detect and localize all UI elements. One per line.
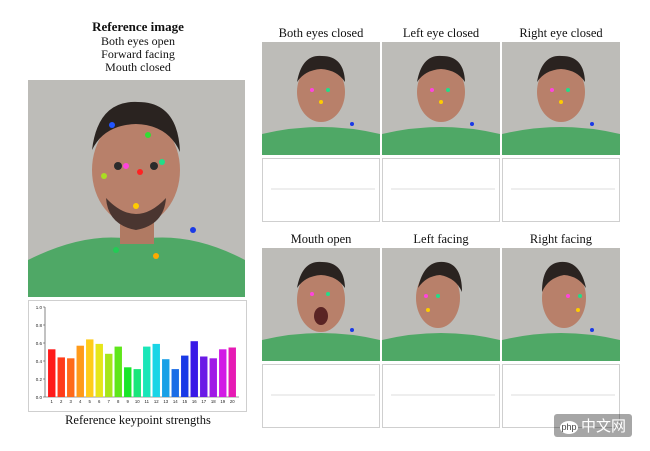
x-tick-label: 20 [230, 399, 235, 404]
bar-keypoint-1 [48, 349, 56, 397]
x-tick-label: 14 [173, 399, 178, 404]
y-tick-label: 0.6 [36, 341, 43, 346]
watermark-text: 中文网 [580, 418, 626, 435]
face-image-right-facing [502, 248, 620, 361]
panel-title-left-facing: Left facing [413, 232, 469, 246]
panel-title-both-eyes-closed: Both eyes closed [278, 26, 364, 40]
panel-title-left-eye-closed: Left eye closed [402, 26, 480, 40]
reference-condition-1: Both eyes open [101, 34, 175, 48]
x-tick-label: 1 [51, 399, 54, 404]
bar-keypoint-11 [143, 346, 151, 397]
x-tick-label: 15 [182, 399, 187, 404]
y-tick-label: 0.0 [36, 395, 43, 400]
x-tick-label: 18 [211, 399, 216, 404]
bar-keypoint-17 [200, 356, 208, 397]
reference-condition-3: Mouth closed [105, 60, 171, 74]
bar-keypoint-7 [105, 353, 113, 397]
bar-keypoint-6 [95, 343, 103, 397]
x-tick-label: 19 [220, 399, 225, 404]
x-tick-label: 9 [127, 399, 130, 404]
difference-chart-right-facing [502, 364, 620, 428]
bar-keypoint-19 [219, 349, 227, 397]
bar-keypoint-9 [124, 367, 132, 397]
reference-title: Reference image [92, 19, 184, 34]
difference-chart-right-eye-closed [502, 158, 620, 222]
x-tick-label: 4 [79, 399, 82, 404]
x-tick-label: 17 [201, 399, 206, 404]
watermark: php 中文网 [553, 414, 632, 437]
bar-keypoint-13 [162, 359, 170, 397]
y-tick-label: 1.0 [36, 305, 43, 310]
x-tick-label: 10 [135, 399, 140, 404]
face-image-left-facing [382, 248, 500, 361]
reference-condition-2: Forward facing [101, 47, 175, 61]
bar-keypoint-8 [114, 346, 122, 397]
difference-chart-left-facing [382, 364, 500, 428]
panel-title-right-facing: Right facing [529, 232, 593, 246]
y-tick-label: 0.4 [36, 359, 43, 364]
x-tick-label: 16 [192, 399, 197, 404]
bar-keypoint-18 [209, 358, 217, 397]
bar-keypoint-15 [181, 355, 189, 397]
bar-keypoint-5 [86, 339, 94, 397]
x-tick-label: 3 [70, 399, 73, 404]
panel-title-right-eye-closed: Right eye closed [519, 26, 603, 40]
reference-keypoint-chart: 0.0 0.2 0.4 0.6 0.8 1.0 1 2 3 4 5 6 7 8 9 10 11 12 13 14 15 1… [28, 300, 247, 412]
x-tick-label: 8 [117, 399, 120, 404]
bar-keypoint-14 [171, 369, 179, 397]
bar-keypoint-10 [133, 369, 141, 397]
difference-chart-left-eye-closed [382, 158, 500, 222]
face-image-right-eye-closed [502, 42, 620, 155]
panel-title-mouth-open: Mouth open [290, 232, 352, 246]
x-tick-label: 11 [145, 399, 150, 404]
reference-chart-caption: Reference keypoint strengths [65, 413, 211, 427]
bar-keypoint-20 [228, 347, 236, 397]
bar-keypoint-12 [152, 343, 160, 397]
x-tick-label: 5 [89, 399, 92, 404]
face-image-both-eyes-closed [262, 42, 380, 155]
y-tick-label: 0.8 [36, 323, 43, 328]
reference-face-image [28, 80, 245, 297]
bar-keypoint-2 [57, 357, 65, 397]
face-image-left-eye-closed [382, 42, 500, 155]
bar-keypoint-16 [190, 341, 198, 397]
difference-chart-mouth-open [262, 364, 380, 428]
x-tick-label: 12 [154, 399, 159, 404]
bar-keypoint-4 [76, 345, 84, 397]
difference-chart-both-eyes-closed [262, 158, 380, 222]
face-image-mouth-open [262, 248, 380, 361]
bar-keypoint-3 [67, 358, 75, 397]
x-tick-label: 13 [163, 399, 168, 404]
y-tick-label: 0.2 [36, 377, 43, 382]
x-tick-label: 6 [98, 399, 101, 404]
php-logo-icon: php [559, 420, 578, 434]
x-tick-label: 7 [108, 399, 111, 404]
x-tick-label: 2 [60, 399, 63, 404]
